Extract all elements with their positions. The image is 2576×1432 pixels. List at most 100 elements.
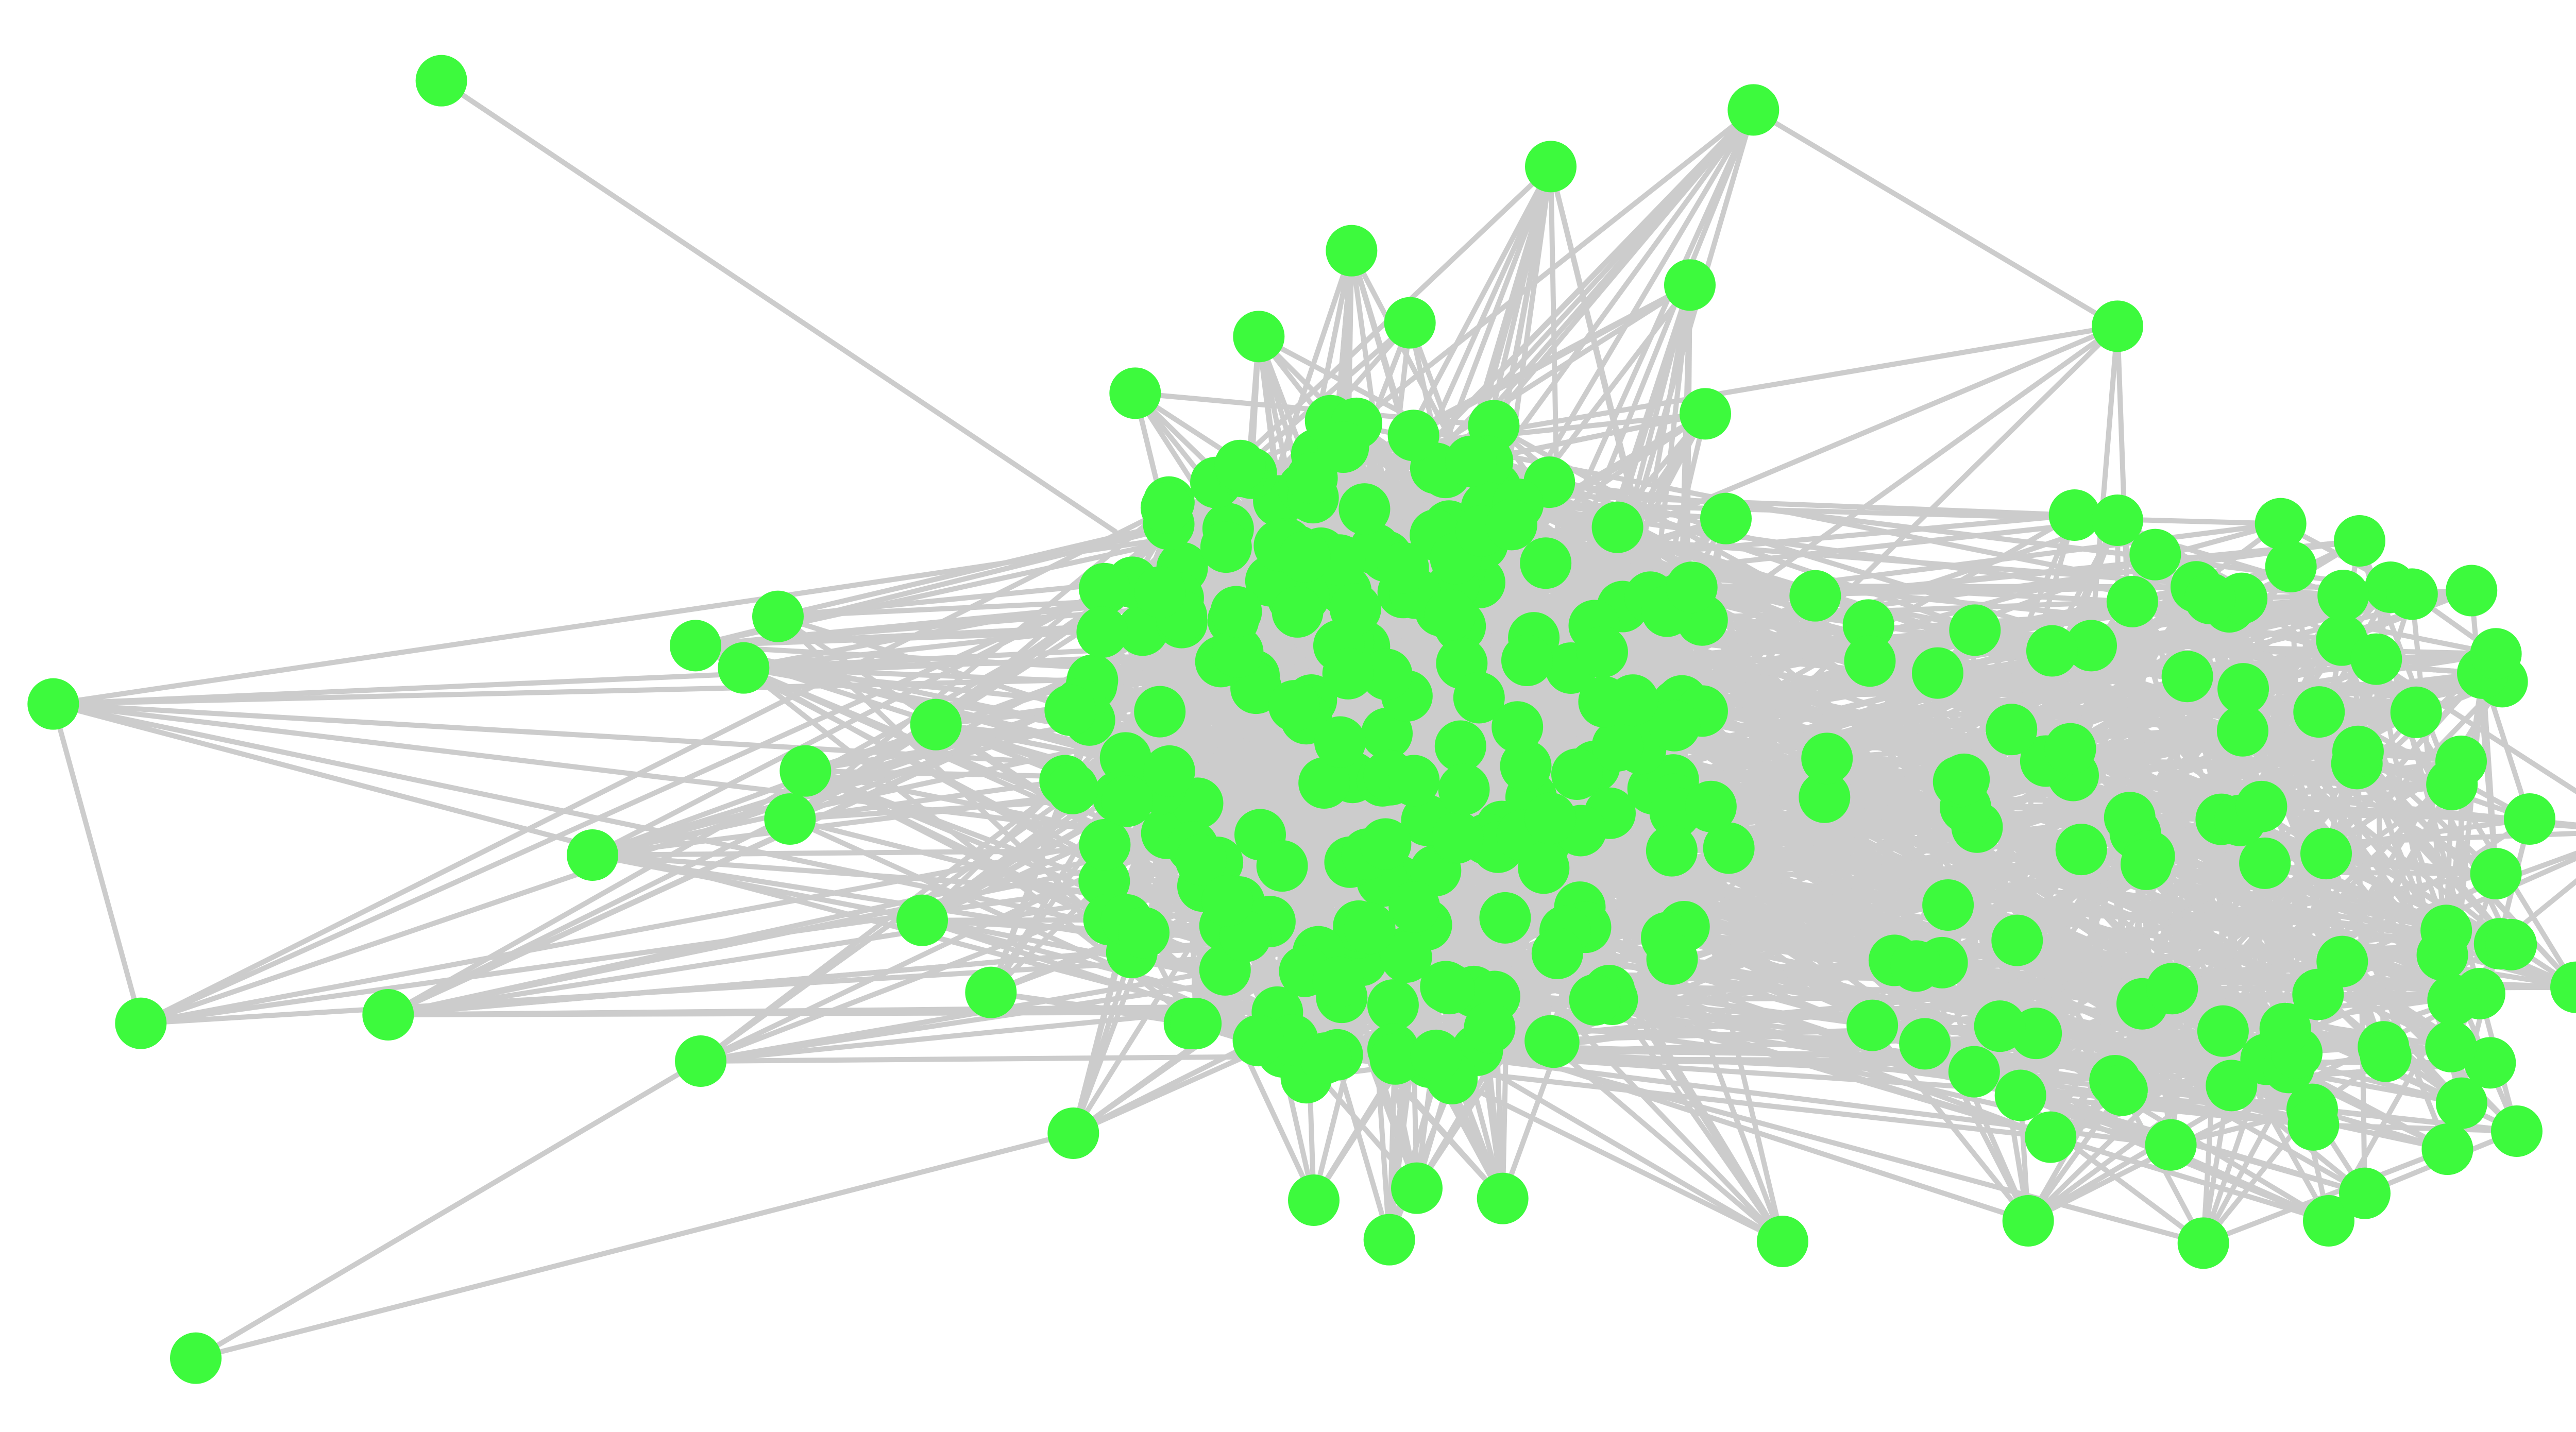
graph-node [675,1035,726,1087]
graph-node [1047,1107,1099,1159]
edge [2469,590,2499,874]
graph-node [1044,684,1096,736]
graph-node [2446,565,2498,617]
graph-node [1438,763,1490,815]
graph-node [1842,599,1894,651]
graph-node [1046,762,1098,814]
graph-node [1369,1033,1421,1085]
graph-node [1890,940,1942,992]
edge [1752,108,2119,329]
graph-node [1360,818,1412,870]
graph-node [1479,892,1531,944]
graph-node [1175,834,1227,886]
graph-node [2177,1217,2229,1269]
graph-node [1079,819,1131,871]
graph-node [1322,647,1374,700]
graph-node [1727,84,1780,136]
edge [50,703,144,1024]
edge [1916,963,2463,1106]
graph-node [1685,780,1737,832]
edge [1479,580,2512,947]
graph-node [1338,483,1391,535]
graph-node [2096,1064,2148,1116]
graph-node [2550,961,2576,1013]
graph-node [2255,498,2307,550]
graph-node [1312,956,1364,1008]
graph-node [1078,562,1130,615]
graph-node [1524,792,1577,844]
graph-node [2334,515,2385,567]
graph-node [1938,753,1990,805]
graph-node [1118,907,1170,959]
graph-node [2146,963,2198,1015]
graph-node [2390,686,2442,738]
graph-node [2293,686,2345,738]
edge [2067,748,2118,1081]
graph-node [2485,918,2537,970]
graph-node [567,829,618,881]
graph-node [1485,499,1537,551]
graph-node [910,698,962,751]
graph-node [718,642,770,694]
graph-node [1994,1069,2046,1121]
graph-node [2300,828,2352,880]
edge [1282,863,2453,1003]
graph-node [2470,628,2522,680]
graph-node [1649,700,1701,752]
graph-node [2106,575,2158,627]
graph-node [2092,300,2143,352]
graph-node [1424,589,1476,641]
graph-node [1591,720,1643,772]
graph-node [2259,1002,2311,1054]
graph-node [1201,875,1253,927]
graph-node [1380,931,1432,983]
edge [140,469,1243,1026]
graph-node [1492,701,1544,753]
graph-node [1134,686,1186,738]
graph-node [2092,495,2143,546]
graph-node [27,678,79,730]
edge [788,505,1168,821]
edge [2020,1093,2314,1128]
graph-node [1170,998,1222,1050]
graph-node [1256,840,1308,892]
graph-node [2287,1099,2340,1151]
graph-node [1646,825,1698,877]
graph-node [1388,881,1440,933]
graph-node [2464,1037,2516,1089]
graph-node [1143,745,1195,797]
graph-node [2490,1105,2543,1157]
graph-node [2426,758,2478,810]
graph-node [2435,1077,2487,1129]
graph-node [2303,1195,2354,1247]
graph-node [1700,492,1752,544]
graph-node [2197,1005,2249,1057]
graph-node [1384,297,1436,349]
graph-node [1477,1172,1529,1224]
graph-node [1288,1174,1340,1226]
graph-node [1703,822,1755,874]
graph-node [1531,927,1583,979]
graph-node [1666,561,1718,613]
edge [1181,620,2496,657]
graph-node [1423,963,1475,1015]
graph-node [1233,311,1285,363]
graph-node [1300,1032,1352,1084]
graph-node [1844,635,1896,687]
graph-node [2339,1167,2391,1219]
graph-node [2292,968,2344,1020]
graph-node [1846,999,1899,1051]
graph-node [1911,647,1963,699]
node-layer [27,55,2576,1384]
graph-node [1591,501,1643,553]
graph-node [764,793,816,845]
edge [2145,862,2447,933]
graph-node [1646,933,1698,985]
graph-node [1388,755,1440,807]
graph-node [965,966,1017,1018]
graph-node [2025,1111,2077,1163]
graph-node [2425,1020,2477,1072]
graph-node [1680,388,1731,440]
edge [1998,861,2266,1029]
graph-node [1432,811,1484,863]
